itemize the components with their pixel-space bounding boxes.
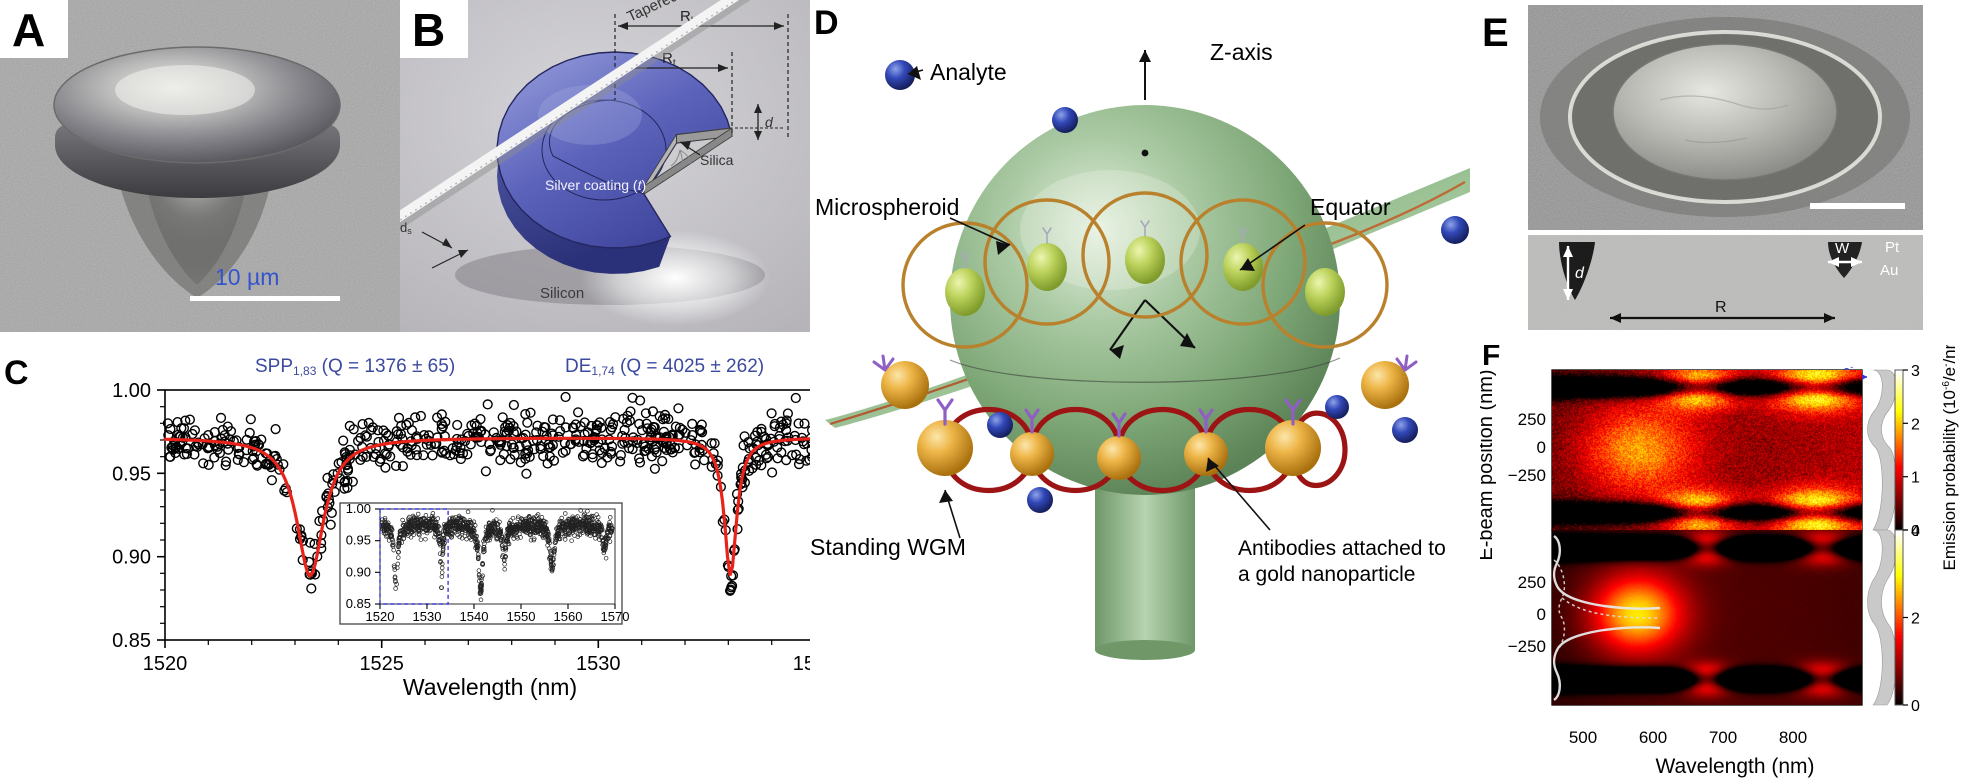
svg-text:0.90: 0.90 xyxy=(112,547,151,569)
svg-text:1: 1 xyxy=(1911,470,1920,487)
svg-text:1560: 1560 xyxy=(554,609,583,624)
svg-text:0.95: 0.95 xyxy=(346,533,371,548)
svg-text:E-beam position (nm): E-beam position (nm) xyxy=(1480,369,1497,560)
svg-text:500: 500 xyxy=(1569,728,1597,747)
svg-text:W: W xyxy=(1835,240,1850,257)
svg-text:−250: −250 xyxy=(1508,466,1546,485)
svg-text:1.00: 1.00 xyxy=(346,501,371,516)
svg-text:1530: 1530 xyxy=(413,609,442,624)
svg-text:2: 2 xyxy=(1911,611,1920,628)
svg-text:1525: 1525 xyxy=(359,653,404,675)
svg-text:1.00: 1.00 xyxy=(112,380,151,402)
svg-text:Standing WGM: Standing WGM xyxy=(810,534,966,560)
svg-text:250: 250 xyxy=(1518,573,1546,592)
svg-text:0.95: 0.95 xyxy=(112,463,151,485)
svg-text:800: 800 xyxy=(1779,728,1807,747)
svg-text:0: 0 xyxy=(1537,438,1546,457)
svg-text:1570: 1570 xyxy=(601,609,630,624)
svg-text:D: D xyxy=(814,4,839,42)
svg-text:250: 250 xyxy=(1518,410,1546,429)
svg-text:Wavelength (nm): Wavelength (nm) xyxy=(403,674,577,700)
svg-text:Emission probability (10-6/e-/: Emission probability (10-6/e-/nm) xyxy=(1940,345,1959,570)
svg-text:Pt: Pt xyxy=(1885,239,1900,256)
svg-text:Microspheroid: Microspheroid xyxy=(815,194,959,220)
svg-text:E: E xyxy=(1482,11,1509,55)
svg-text:Z-axis: Z-axis xyxy=(1210,39,1273,65)
svg-text:1520: 1520 xyxy=(143,653,188,675)
svg-text:600: 600 xyxy=(1639,728,1667,747)
svg-text:Au: Au xyxy=(1880,262,1898,279)
svg-text:C: C xyxy=(4,354,29,392)
svg-text:d: d xyxy=(1575,265,1585,282)
svg-text:Silver coating (t): Silver coating (t) xyxy=(545,177,646,193)
svg-text:SPP1,83 (Q = 1376 ± 65): SPP1,83 (Q = 1376 ± 65) xyxy=(255,356,455,378)
svg-text:0: 0 xyxy=(1911,698,1920,715)
svg-text:Analyte: Analyte xyxy=(930,59,1007,85)
svg-text:0: 0 xyxy=(1537,605,1546,624)
svg-text:Equator: Equator xyxy=(1310,194,1391,220)
svg-text:10 µm: 10 µm xyxy=(215,264,279,290)
svg-text:0.85: 0.85 xyxy=(112,630,151,652)
svg-text:1540: 1540 xyxy=(460,609,489,624)
svg-text:0.90: 0.90 xyxy=(346,564,371,579)
svg-text:F: F xyxy=(1482,345,1500,372)
svg-text:1530: 1530 xyxy=(576,653,621,675)
svg-text:a gold nanoparticle: a gold nanoparticle xyxy=(1238,563,1415,586)
svg-text:Antibodies attached to: Antibodies attached to xyxy=(1238,537,1446,560)
svg-text:3: 3 xyxy=(1911,363,1920,380)
svg-text:−250: −250 xyxy=(1508,637,1546,656)
svg-text:d: d xyxy=(765,114,774,130)
svg-text:A: A xyxy=(12,4,45,56)
svg-text:2: 2 xyxy=(1911,416,1920,433)
svg-text:Silicon: Silicon xyxy=(540,285,584,302)
svg-text:1550: 1550 xyxy=(507,609,536,624)
svg-text:4: 4 xyxy=(1911,523,1920,540)
svg-text:Silica: Silica xyxy=(700,152,734,168)
svg-text:R: R xyxy=(1715,299,1727,316)
svg-text:B: B xyxy=(412,4,445,56)
svg-text:700: 700 xyxy=(1709,728,1737,747)
svg-text:DE1,74 (Q = 4025 ± 262): DE1,74 (Q = 4025 ± 262) xyxy=(565,356,764,378)
svg-text:1520: 1520 xyxy=(366,609,395,624)
svg-text:Wavelength (nm): Wavelength (nm) xyxy=(1655,755,1814,778)
